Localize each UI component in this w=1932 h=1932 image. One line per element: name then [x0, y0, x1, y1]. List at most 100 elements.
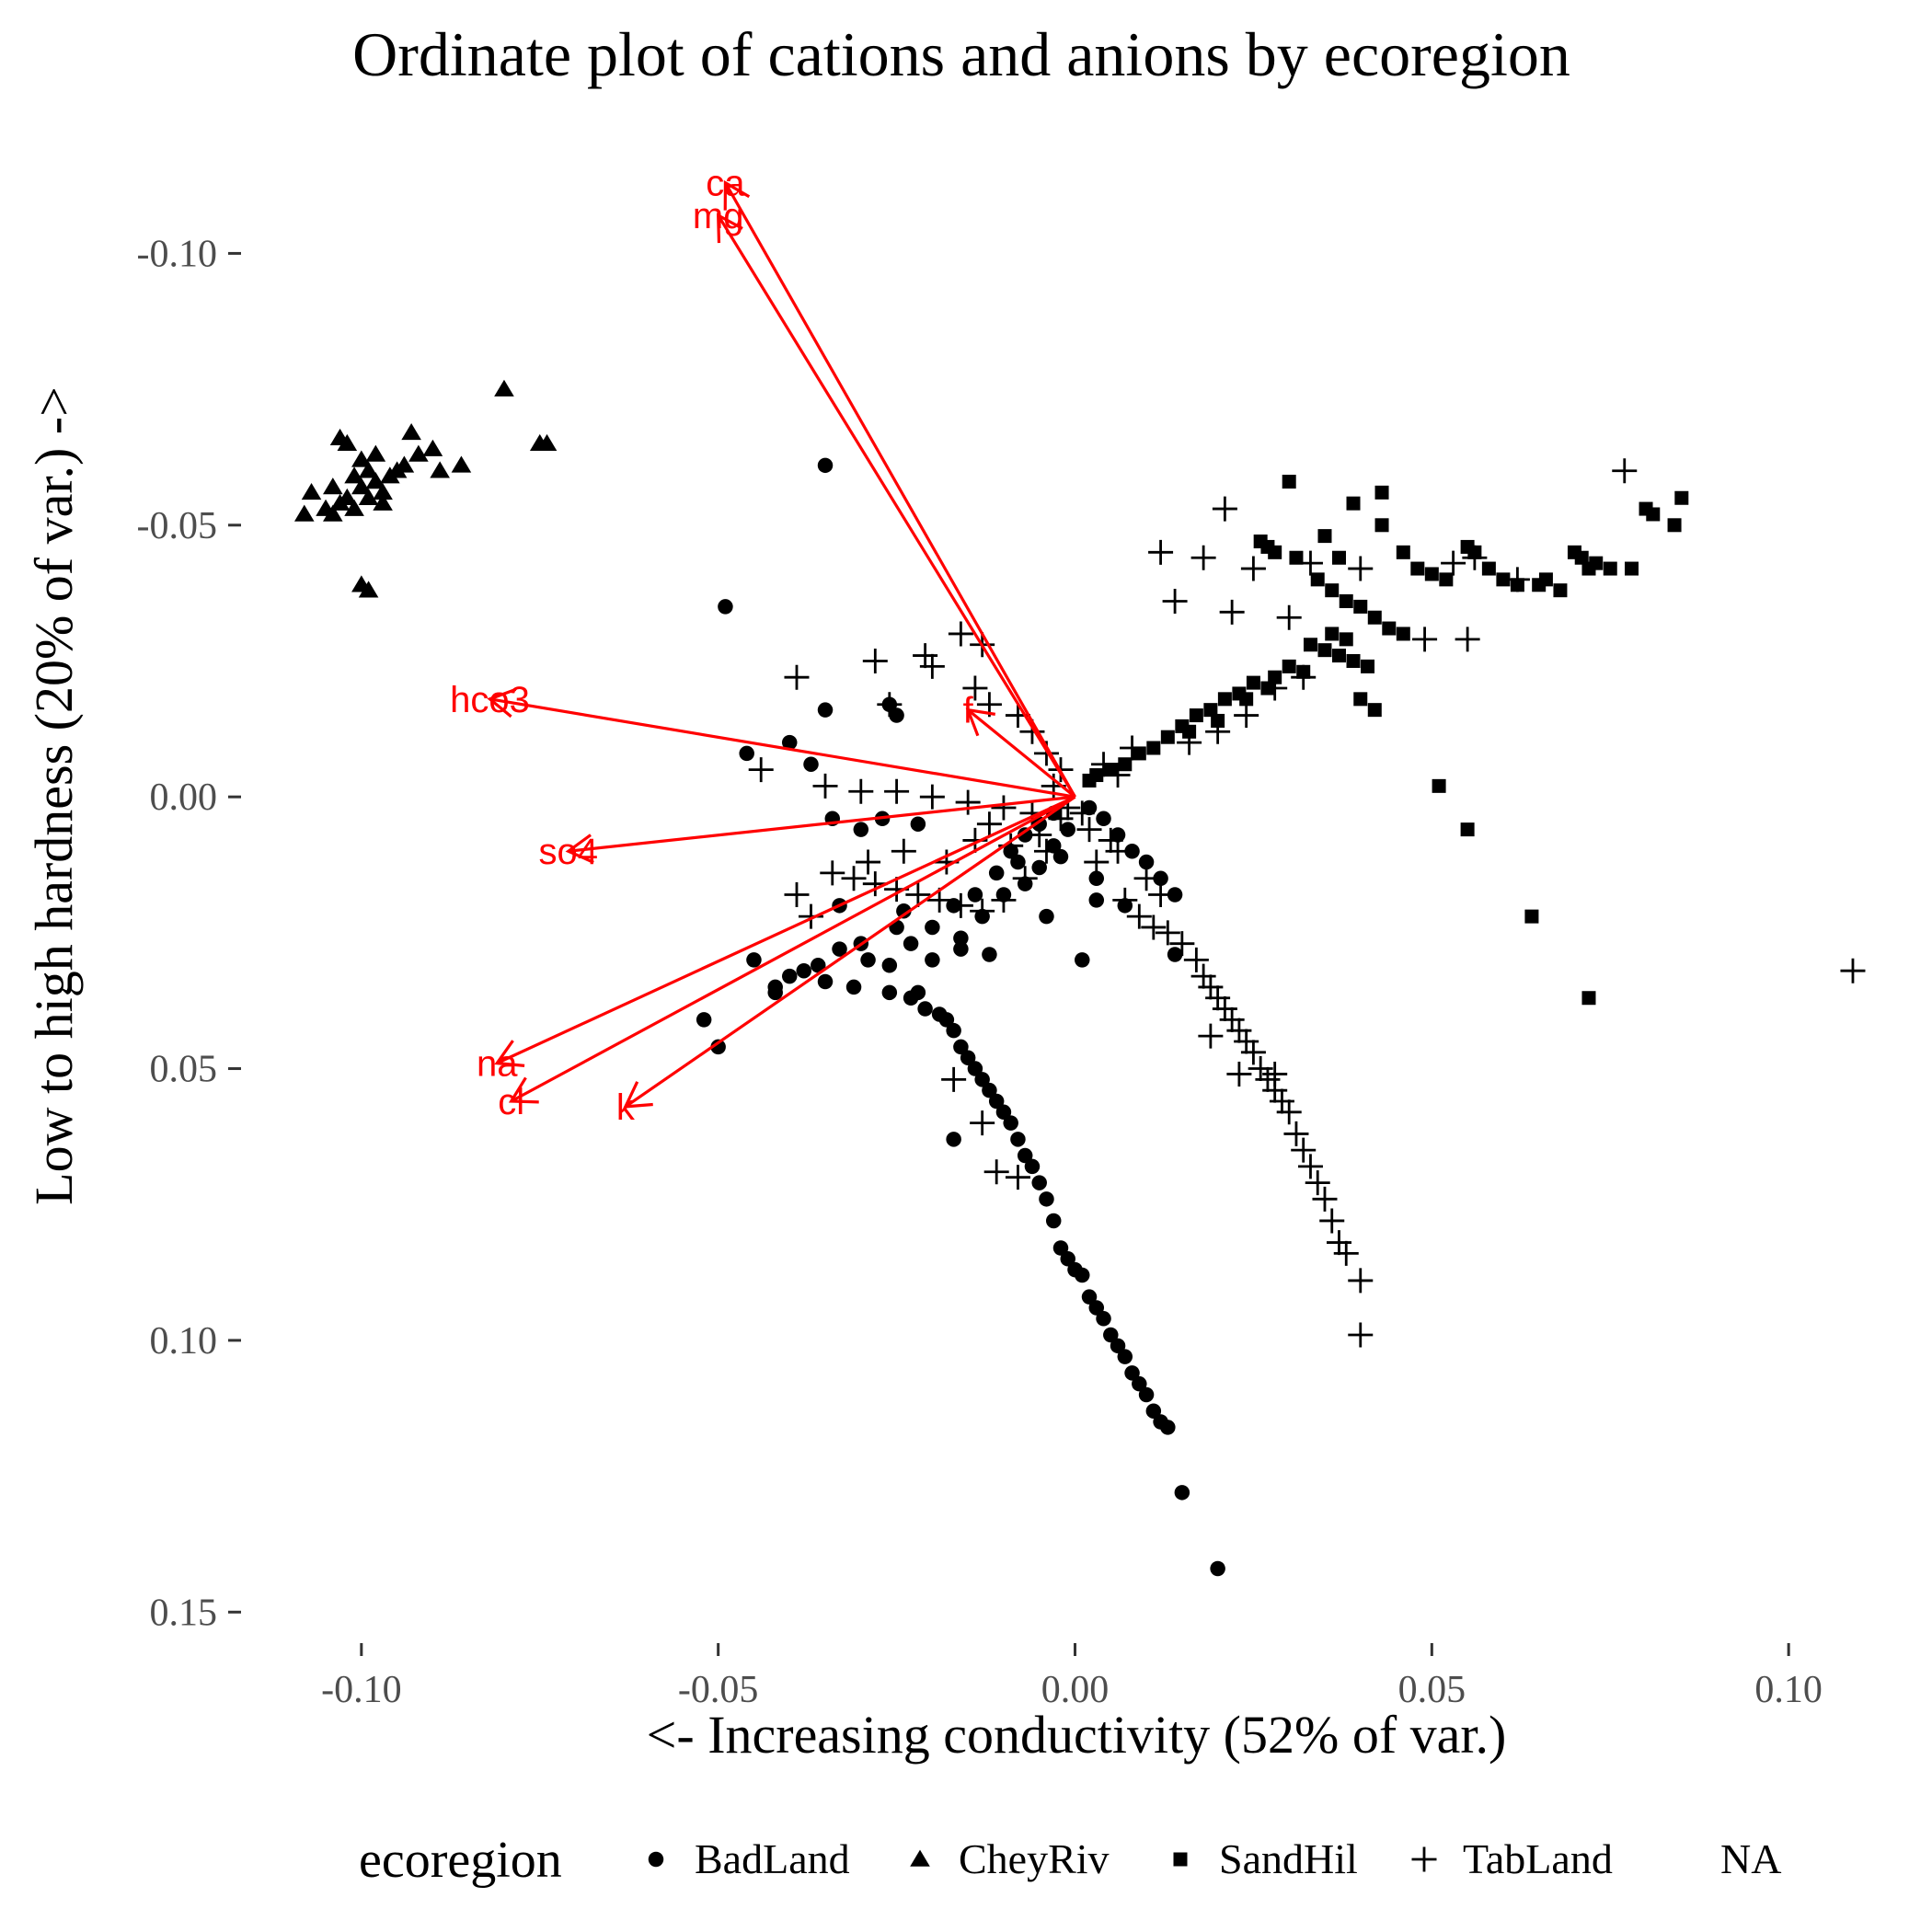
legend-item-cheyriv: CheyRiv [910, 1835, 1110, 1882]
point-badland [1138, 854, 1155, 870]
x-axis: -0.10 -0.05 0.00 0.05 0.10 [321, 1643, 1823, 1711]
point-tabland [1190, 545, 1216, 570]
point-tabland [1148, 882, 1174, 907]
point-tabland [1226, 1061, 1252, 1087]
point-sandhil [1439, 572, 1454, 587]
point-badland [781, 734, 798, 751]
point-sandhil [1189, 708, 1203, 723]
point-tabland [1133, 866, 1159, 891]
vector-line-mg [717, 214, 1076, 799]
point-badland [1039, 1191, 1054, 1207]
y-tick-label: -0.05 [137, 505, 218, 547]
point-tabland [948, 892, 973, 918]
point-badland [696, 1012, 712, 1028]
vector-arrowhead-mg [716, 213, 743, 244]
point-sandhil [1589, 556, 1604, 570]
point-sandhil [1246, 675, 1260, 690]
point-badland [1060, 1251, 1075, 1267]
point-tabland [1441, 550, 1466, 576]
point-badland [1010, 854, 1026, 870]
point-badland [1096, 811, 1111, 827]
point-tabland [1033, 838, 1059, 864]
point-tabland [1098, 827, 1123, 853]
point-badland [1017, 827, 1033, 843]
point-tabland [1148, 539, 1174, 565]
point-cheyriv [373, 483, 393, 500]
point-badland [1088, 892, 1105, 908]
point-badland [1088, 1300, 1105, 1316]
point-tabland [1155, 920, 1180, 946]
point-tabland [1112, 887, 1138, 913]
point-badland [1096, 1311, 1111, 1327]
point-tabland [856, 849, 881, 875]
point-tabland [1412, 627, 1438, 652]
point-badland [925, 952, 940, 968]
point-badland [917, 1001, 933, 1017]
point-tabland [891, 838, 916, 864]
point-badland [817, 457, 834, 474]
point-sandhil [1667, 518, 1682, 533]
vector-k: k [616, 795, 1076, 1128]
point-badland [938, 1012, 955, 1028]
point-tabland [1027, 822, 1052, 848]
point-badland [1031, 859, 1047, 876]
vector-label-k: k [616, 1087, 636, 1128]
point-sandhil [1325, 583, 1340, 598]
point-badland [1081, 1289, 1098, 1305]
x-tick-label: 0.10 [1754, 1669, 1823, 1711]
point-sandhil [1460, 822, 1475, 837]
point-sandhil [1374, 518, 1389, 533]
point-badland [1039, 908, 1054, 925]
vector-arrowhead-hco3 [487, 687, 517, 719]
point-cheyriv [337, 488, 358, 506]
point-badland [832, 941, 847, 957]
point-tabland [1177, 730, 1202, 755]
point-badland [967, 887, 983, 903]
point-badland [1017, 1147, 1033, 1164]
y-tick-label: 0.10 [150, 1320, 218, 1363]
point-badland [988, 1093, 1005, 1110]
point-cheyriv [351, 477, 372, 495]
point-cheyriv [301, 483, 322, 500]
point-tabland [1291, 664, 1317, 690]
point-tabland [812, 773, 838, 799]
point-badland [1075, 952, 1090, 968]
point-sandhil [1639, 501, 1653, 516]
point-tabland [1162, 589, 1188, 614]
vector-f: f [963, 691, 1076, 799]
point-tabland [991, 795, 1017, 821]
point-badland [1060, 822, 1075, 837]
point-cheyriv [401, 423, 421, 441]
point-badland [967, 1061, 983, 1076]
point-tabland [948, 621, 973, 647]
legend: ecoregion BadLand CheyRiv SandHil TabLand NA [359, 1832, 1781, 1889]
x-tick-label: 0.00 [1041, 1669, 1110, 1711]
y-tick-label: -0.10 [137, 233, 218, 275]
point-badland [988, 865, 1005, 881]
point-sandhil [1581, 991, 1596, 1006]
vector-na: na [477, 795, 1076, 1085]
point-sandhil [1282, 659, 1296, 673]
point-sandhil [1553, 583, 1568, 598]
point-sandhil [1538, 572, 1553, 587]
point-badland [1153, 870, 1168, 887]
point-badland [1052, 848, 1069, 865]
point-sandhil [1367, 703, 1382, 718]
y-tick-label: 0.00 [150, 776, 218, 819]
point-tabland [1462, 545, 1488, 570]
point-badland [910, 984, 926, 1001]
point-tabland [1169, 931, 1195, 957]
point-badland [1110, 827, 1126, 843]
point-badland [1167, 947, 1183, 962]
vector-arrowhead-na [494, 1040, 525, 1067]
point-badland [817, 973, 834, 990]
point-tabland [955, 789, 981, 815]
point-tabland [820, 860, 845, 886]
point-badland [1081, 799, 1098, 816]
point-sandhil [1424, 567, 1439, 581]
series-badland [696, 457, 1225, 1577]
point-tabland [970, 1110, 995, 1136]
point-sandhil [1496, 572, 1511, 587]
